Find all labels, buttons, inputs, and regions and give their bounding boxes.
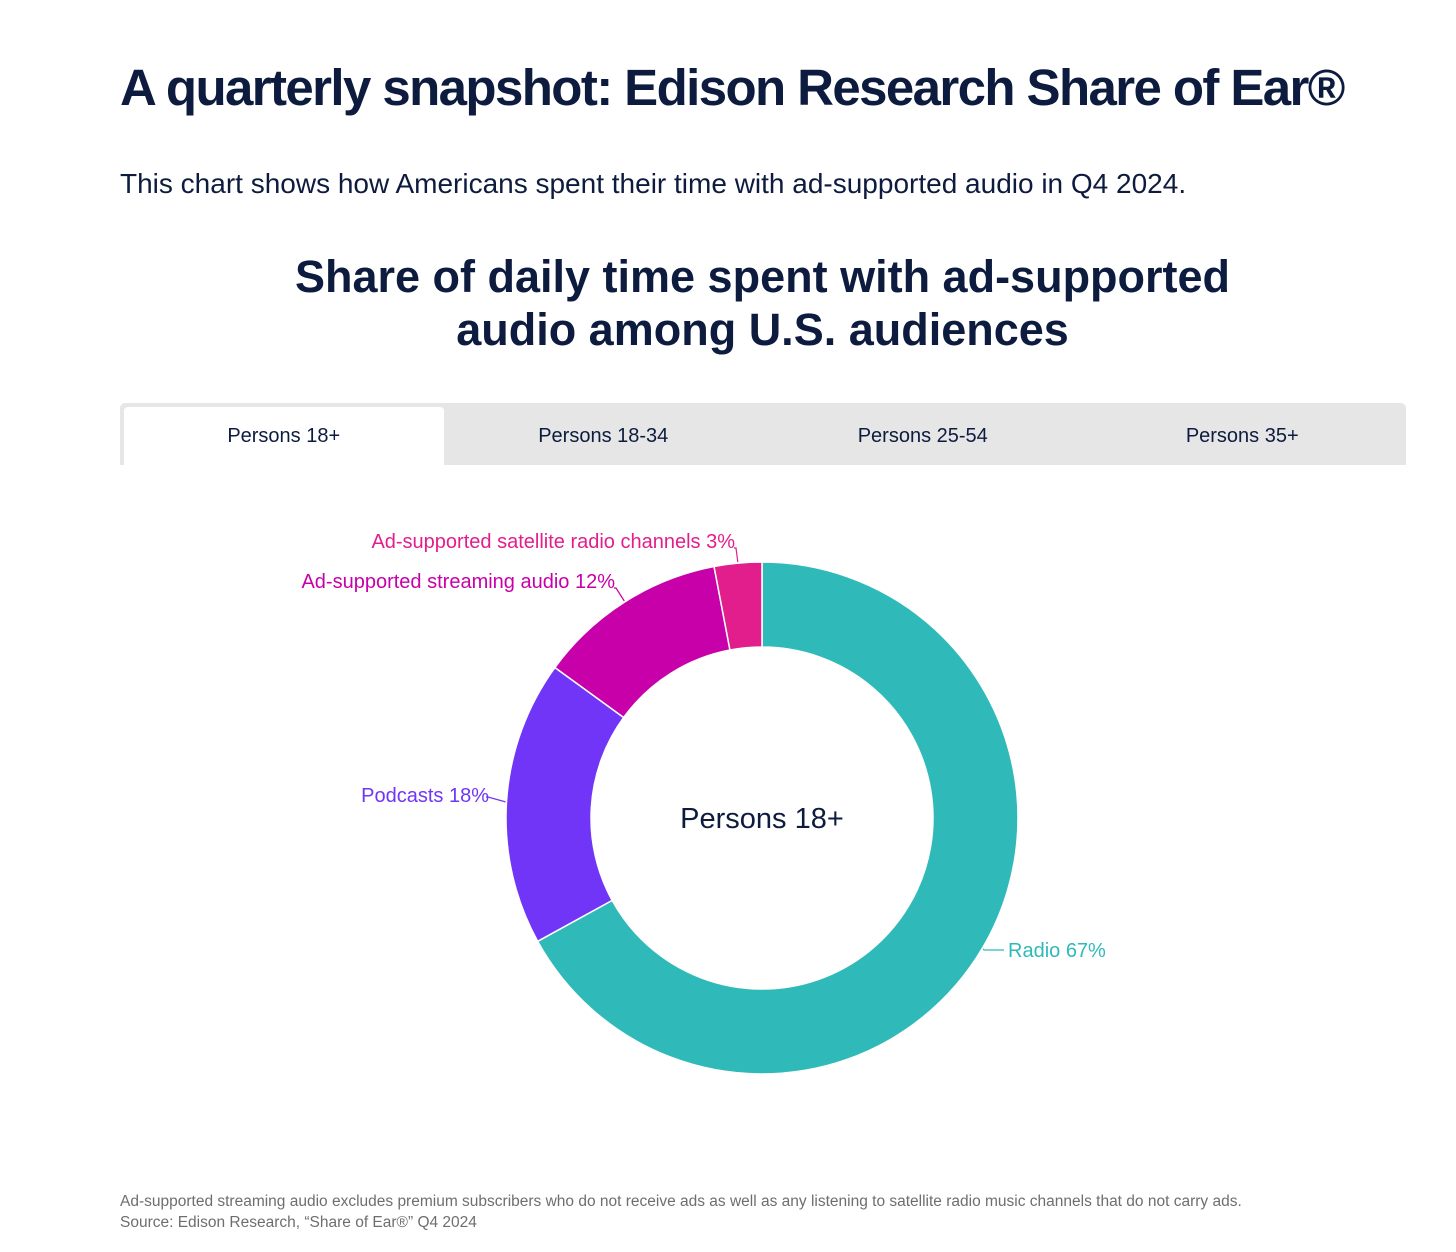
audience-tabs: Persons 18+ Persons 18-34 Persons 25-54 …: [120, 403, 1406, 465]
chart-title-line-2: audio among U.S. audiences: [456, 304, 1069, 355]
slice-ad-supported-satellite-radio-channels[interactable]: [713, 561, 763, 651]
slice-label-ad-supported-satellite-radio-channels: Ad-supported satellite radio channels 3%: [371, 531, 735, 553]
tab-persons-18-plus[interactable]: Persons 18+: [124, 407, 444, 465]
slice-podcasts[interactable]: [505, 666, 625, 943]
slice-label-podcasts: Podcasts 18%: [361, 785, 489, 807]
page-title: A quarterly snapshot: Edison Research Sh…: [120, 59, 1345, 116]
leader-line-radio: [982, 948, 1004, 951]
leader-line-ad-supported-satellite-radio-channels: [734, 547, 739, 563]
footnote-note: Ad-supported streaming audio excludes pr…: [120, 1193, 1242, 1210]
page-subtitle: This chart shows how Americans spent the…: [120, 168, 1187, 199]
footnote-source: Source: Edison Research, “Share of Ear®”…: [120, 1214, 477, 1231]
footnote: Ad-supported streaming audio excludes pr…: [120, 1191, 1242, 1233]
chart-title: Share of daily time spent with ad-suppor…: [180, 250, 1345, 356]
chart-title-line-1: Share of daily time spent with ad-suppor…: [294, 251, 1231, 302]
tab-persons-18-34[interactable]: Persons 18-34: [538, 424, 669, 447]
leader-line-podcasts: [486, 796, 506, 803]
donut-chart: Radio 67% Podcasts 18% Ad-supported stream…: [301, 531, 1106, 1075]
slice-label-radio: Radio 67%: [1008, 940, 1106, 962]
slice-radio[interactable]: [536, 561, 1019, 1075]
donut-center-label: Persons 18+: [680, 803, 844, 835]
tab-persons-35-plus[interactable]: Persons 35+: [1185, 424, 1299, 447]
slice-label-ad-supported-streaming-audio: Ad-supported streaming audio 12%: [301, 571, 615, 593]
tab-persons-25-54[interactable]: Persons 25-54: [857, 424, 988, 447]
leader-line-ad-supported-streaming-audio: [614, 587, 625, 602]
